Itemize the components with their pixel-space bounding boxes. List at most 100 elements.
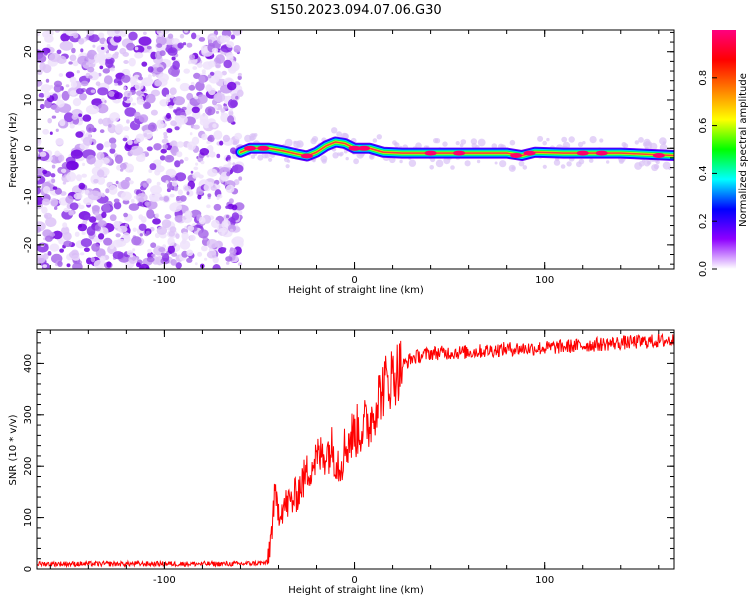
spectrogram-halo-dot [394,142,400,148]
spectrogram-noise-blob [150,109,158,116]
spectrogram-noise-blob [208,87,216,96]
spectrogram-noise-blob [93,178,99,184]
spectrogram-halo-dot [370,155,374,159]
spectrogram-noise-blob [175,262,182,269]
spectrogram-noise-blob [55,128,59,132]
spectrogram-halo-dot [560,164,566,169]
spectrogram-noise-blob [123,126,130,131]
spectrogram-noise-blob [113,201,122,210]
spectrogram-noise-blob [124,223,128,228]
spectrogram-noise-blob [156,43,163,48]
spectrogram-noise-blob [186,141,196,151]
spectrogram-noise-blob [129,145,144,156]
spectrogram-noise-blob [231,164,244,174]
spectrogram-marks [37,30,674,269]
spectrogram-noise-blob [103,229,108,234]
spectrogram-x-tick-label: 0 [351,275,357,286]
spectrogram-noise-blob [60,168,67,173]
spectrogram-noise-blob [203,183,211,192]
spectrogram-noise-blob [113,34,122,43]
snr-axes: -100 0 100 0 100 200 300 400 [23,330,674,586]
spectrogram-noise-blob [207,74,212,79]
spectrogram-halo-dot [399,159,403,164]
spectrogram-halo-dot [455,141,460,146]
snr-x-tick-label: -100 [153,575,176,586]
spectrogram-noise-blob [212,264,221,269]
snr-x-tick-label: 0 [351,575,357,586]
spectrogram-noise-blob [151,253,156,257]
spectrogram-halo-dot [464,160,471,167]
spectrogram-halo-dot [553,159,561,166]
spectrogram-halo-dot [249,135,255,141]
spectrogram-noise-blob [158,32,164,37]
spectrogram-noise-blob [122,137,128,142]
spectrogram-noise-blob [167,47,178,56]
spectrogram-noise-blob [155,213,160,218]
spectrogram-halo-dot [336,131,342,138]
spectrogram-noise-blob [188,60,192,65]
spectrogram-x-tick-label: 100 [535,275,554,286]
spectrogram-noise-blob [198,229,209,239]
spectrogram-halo-dot [537,135,544,142]
spectrogram-halo-dot [460,139,467,145]
spectrogram-noise-blob [176,197,181,201]
spectrogram-noise-blob [159,50,166,57]
spectrogram-noise-blob [138,76,143,81]
spectrogram-noise-blob [211,219,220,229]
spectrogram-y-tick-label: 20 [23,45,34,58]
spectrogram-noise-blob [225,256,233,262]
spectrogram-noise-blob [213,92,226,103]
spectrogram-noise-blob [210,185,217,191]
spectrogram-noise-blob [147,74,152,79]
spectrogram-halo-dot [376,134,382,140]
spectrogram-noise-blob [238,176,243,181]
spectrogram-noise-blob [207,136,213,142]
spectrogram-noise-blob [56,99,65,108]
spectrogram-noise-blob [114,30,120,35]
spectrogram-noise-blob [179,82,191,92]
spectrogram-halo-dot [450,165,455,170]
spectrogram-noise-blob [186,257,193,263]
spectrogram-noise-blob [181,238,187,244]
spectrogram-noise-blob [124,107,137,117]
spectrogram-noise-blob [177,42,184,49]
spectrogram-noise-blob [146,146,153,152]
spectrogram-noise-blob [182,42,187,46]
spectrogram-noise-blob [37,54,47,64]
spectrogram-noise-blob [61,90,70,101]
spectrogram-noise-blob [234,48,239,53]
spectrogram-noise-blob [166,128,173,133]
spectrogram-hotspot [301,153,313,159]
spectrogram-halo-dot [250,154,256,159]
spectrogram-noise-blob [51,164,56,169]
spectrogram-noise-blob [191,32,197,40]
spectrogram-noise-blob [193,72,201,79]
spectrogram-noise-blob [220,35,227,44]
spectrogram-noise-blob [169,202,182,213]
spectrogram-frame [36,29,675,270]
spectrogram-noise-blob [134,83,144,91]
spectrogram-noise-blob [171,252,178,257]
spectrogram-noise-blob [237,262,243,266]
spectrogram-noise-blob [153,143,162,151]
spectrogram-noise-blob [156,119,164,129]
spectrogram-noise-blob [115,233,121,238]
spectrogram-noise-blob [194,95,199,100]
spectrogram-noise-blob [93,159,103,168]
spectrogram-noise-blob [123,96,128,102]
spectrogram-noise-blob [78,113,83,117]
spectrogram-hotspot [358,145,371,151]
spectrogram-halo-dot [542,164,547,169]
spectrogram-noise-blob [218,228,226,237]
spectrogram-noise-blob [123,212,128,218]
spectrogram-noise-blob [88,34,100,43]
spectrogram-halo-dot [339,151,344,156]
spectrogram-halo-dot [415,142,422,149]
spectrogram-noise-blob [69,202,79,211]
spectrogram-noise-blob [174,215,183,223]
spectrogram-noise-blob [219,140,224,146]
spectrogram-y-axis-label: Frequency (Hz) [8,112,19,188]
spectrogram-noise-blob [50,198,59,207]
spectrogram-noise-blob [71,47,76,54]
spectrogram-noise-blob [154,165,165,173]
